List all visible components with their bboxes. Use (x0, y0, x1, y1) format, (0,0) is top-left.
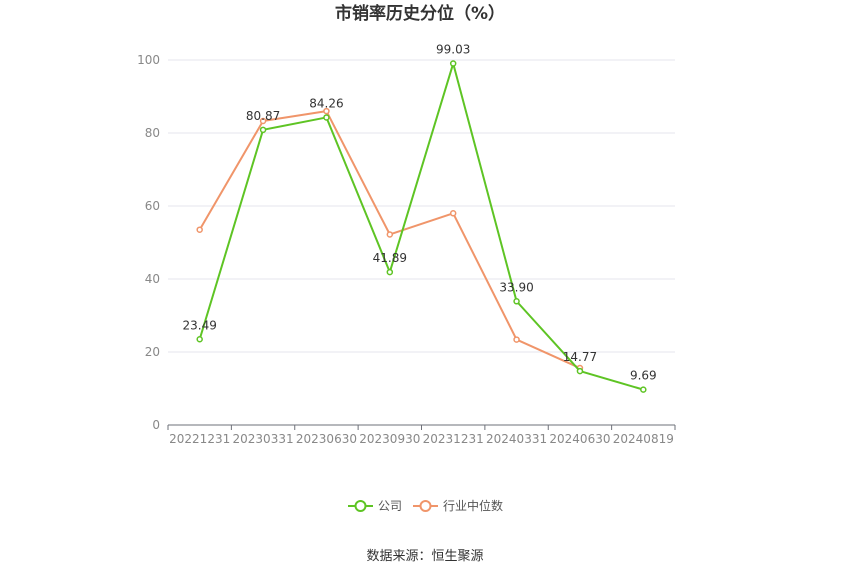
data-label: 41.89 (373, 251, 407, 265)
x-tick-label: 20230930 (359, 432, 420, 446)
source-note: 数据来源：恒生聚源 (366, 549, 483, 564)
y-tick-label: 60 (145, 199, 160, 213)
legend-label: 行业中位数 (443, 498, 503, 513)
legend-item-company[interactable]: 公司 (348, 499, 402, 513)
legend-label: 公司 (378, 499, 402, 513)
x-tick-label: 20230331 (233, 432, 294, 446)
y-tick-label: 80 (145, 126, 160, 140)
series-group (196, 60, 647, 393)
data-point[interactable] (196, 336, 203, 343)
x-tick-label: 20231231 (423, 432, 484, 446)
x-tick-label: 20240630 (549, 432, 610, 446)
data-point[interactable] (259, 117, 267, 125)
data-point[interactable] (323, 107, 330, 115)
chart-title: 市销率历史分位（%） (335, 3, 505, 24)
data-point[interactable] (513, 336, 520, 343)
data-label: 23.49 (183, 318, 217, 332)
data-point[interactable] (386, 231, 394, 238)
data-label: 80.87 (246, 109, 280, 123)
data-point[interactable] (640, 386, 647, 393)
x-tick-label: 20240819 (613, 432, 674, 446)
data-label: 99.03 (436, 43, 470, 57)
y-tick-label: 100 (137, 53, 160, 67)
data-label: 84.26 (309, 96, 343, 110)
data-point[interactable] (259, 126, 267, 134)
data-point[interactable] (449, 60, 457, 67)
x-tick-label: 20240331 (486, 432, 547, 446)
series-industry-median (196, 107, 584, 372)
data-label: 14.77 (563, 350, 597, 364)
data-point[interactable] (449, 210, 457, 217)
legend-item-industry-median[interactable]: 行业中位数 (413, 498, 503, 513)
data-point[interactable] (323, 114, 330, 121)
grid (168, 59, 675, 353)
legend-marker (354, 500, 367, 512)
x-axis: 20221231 20230331 20230630 20230930 20231231… (167, 424, 676, 446)
x-tick-label: 20221231 (169, 432, 230, 446)
legend-marker (419, 500, 432, 512)
y-tick-label: 0 (152, 418, 160, 432)
data-point[interactable] (513, 298, 520, 305)
x-tick-label: 20230630 (296, 432, 357, 446)
data-point[interactable] (576, 367, 584, 375)
y-tick-label: 20 (145, 345, 160, 359)
data-label: 9.69 (630, 369, 657, 383)
data-point[interactable] (386, 268, 394, 276)
series-line (198, 62, 644, 391)
y-axis: 0 20 40 60 80 100 (137, 53, 160, 432)
series-company (196, 60, 647, 393)
y-tick-label: 40 (145, 272, 160, 286)
data-labels: 23.49 80.87 84.26 41.89 99.03 33.90 14.77 9.69 (183, 43, 657, 383)
data-point[interactable] (196, 226, 203, 233)
legend[interactable]: 公司 行业中位数 (348, 498, 503, 513)
data-label: 33.90 (499, 280, 533, 294)
